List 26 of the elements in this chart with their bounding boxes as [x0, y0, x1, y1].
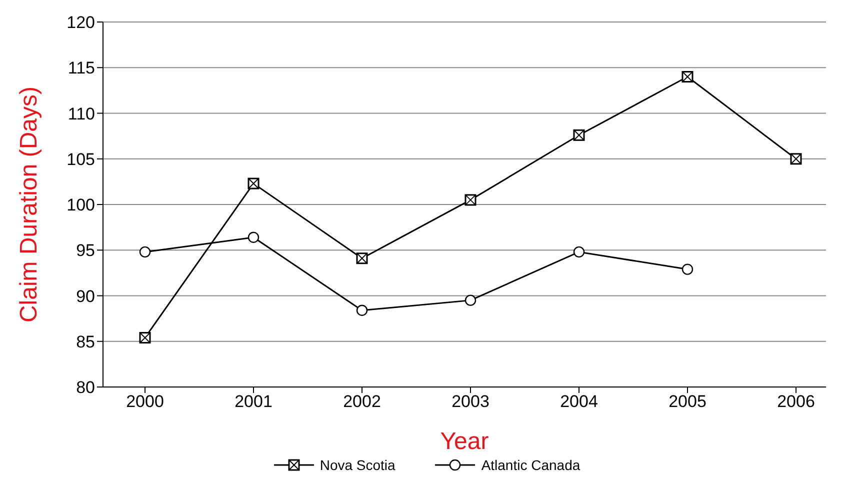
point	[356, 304, 368, 316]
x-axis-title: Year	[440, 428, 489, 455]
point	[464, 294, 476, 306]
y-tick-label: 110	[68, 104, 95, 124]
legend-label: Atlantic Canada	[481, 457, 580, 473]
point	[248, 232, 260, 243]
point	[139, 246, 151, 258]
x-tick-label: 2001	[234, 392, 272, 412]
y-tick-label: 100	[66, 196, 95, 215]
x-tick-label: 2006	[777, 392, 815, 412]
x-tick-label: 2005	[668, 392, 706, 412]
legend-label: Nova Scotia	[320, 457, 396, 473]
y-tick-label: 120	[66, 13, 95, 32]
y-tick-label: 115	[68, 58, 95, 78]
y-tick-label: 95	[76, 241, 95, 260]
point	[573, 246, 585, 258]
x-tick-label: 2000	[126, 392, 164, 412]
x-tick-label: 2002	[343, 392, 381, 412]
y-axis-title: Claim Duration (Days)	[16, 86, 43, 323]
y-tick-label: 105	[66, 150, 95, 169]
y-tick-label: 90	[76, 286, 95, 306]
x-tick-label: 2003	[452, 392, 490, 412]
y-tick-label: 80	[76, 378, 95, 398]
point	[682, 264, 694, 275]
y-tick-label: 85	[76, 332, 95, 352]
x-tick-label: 2004	[560, 392, 598, 412]
